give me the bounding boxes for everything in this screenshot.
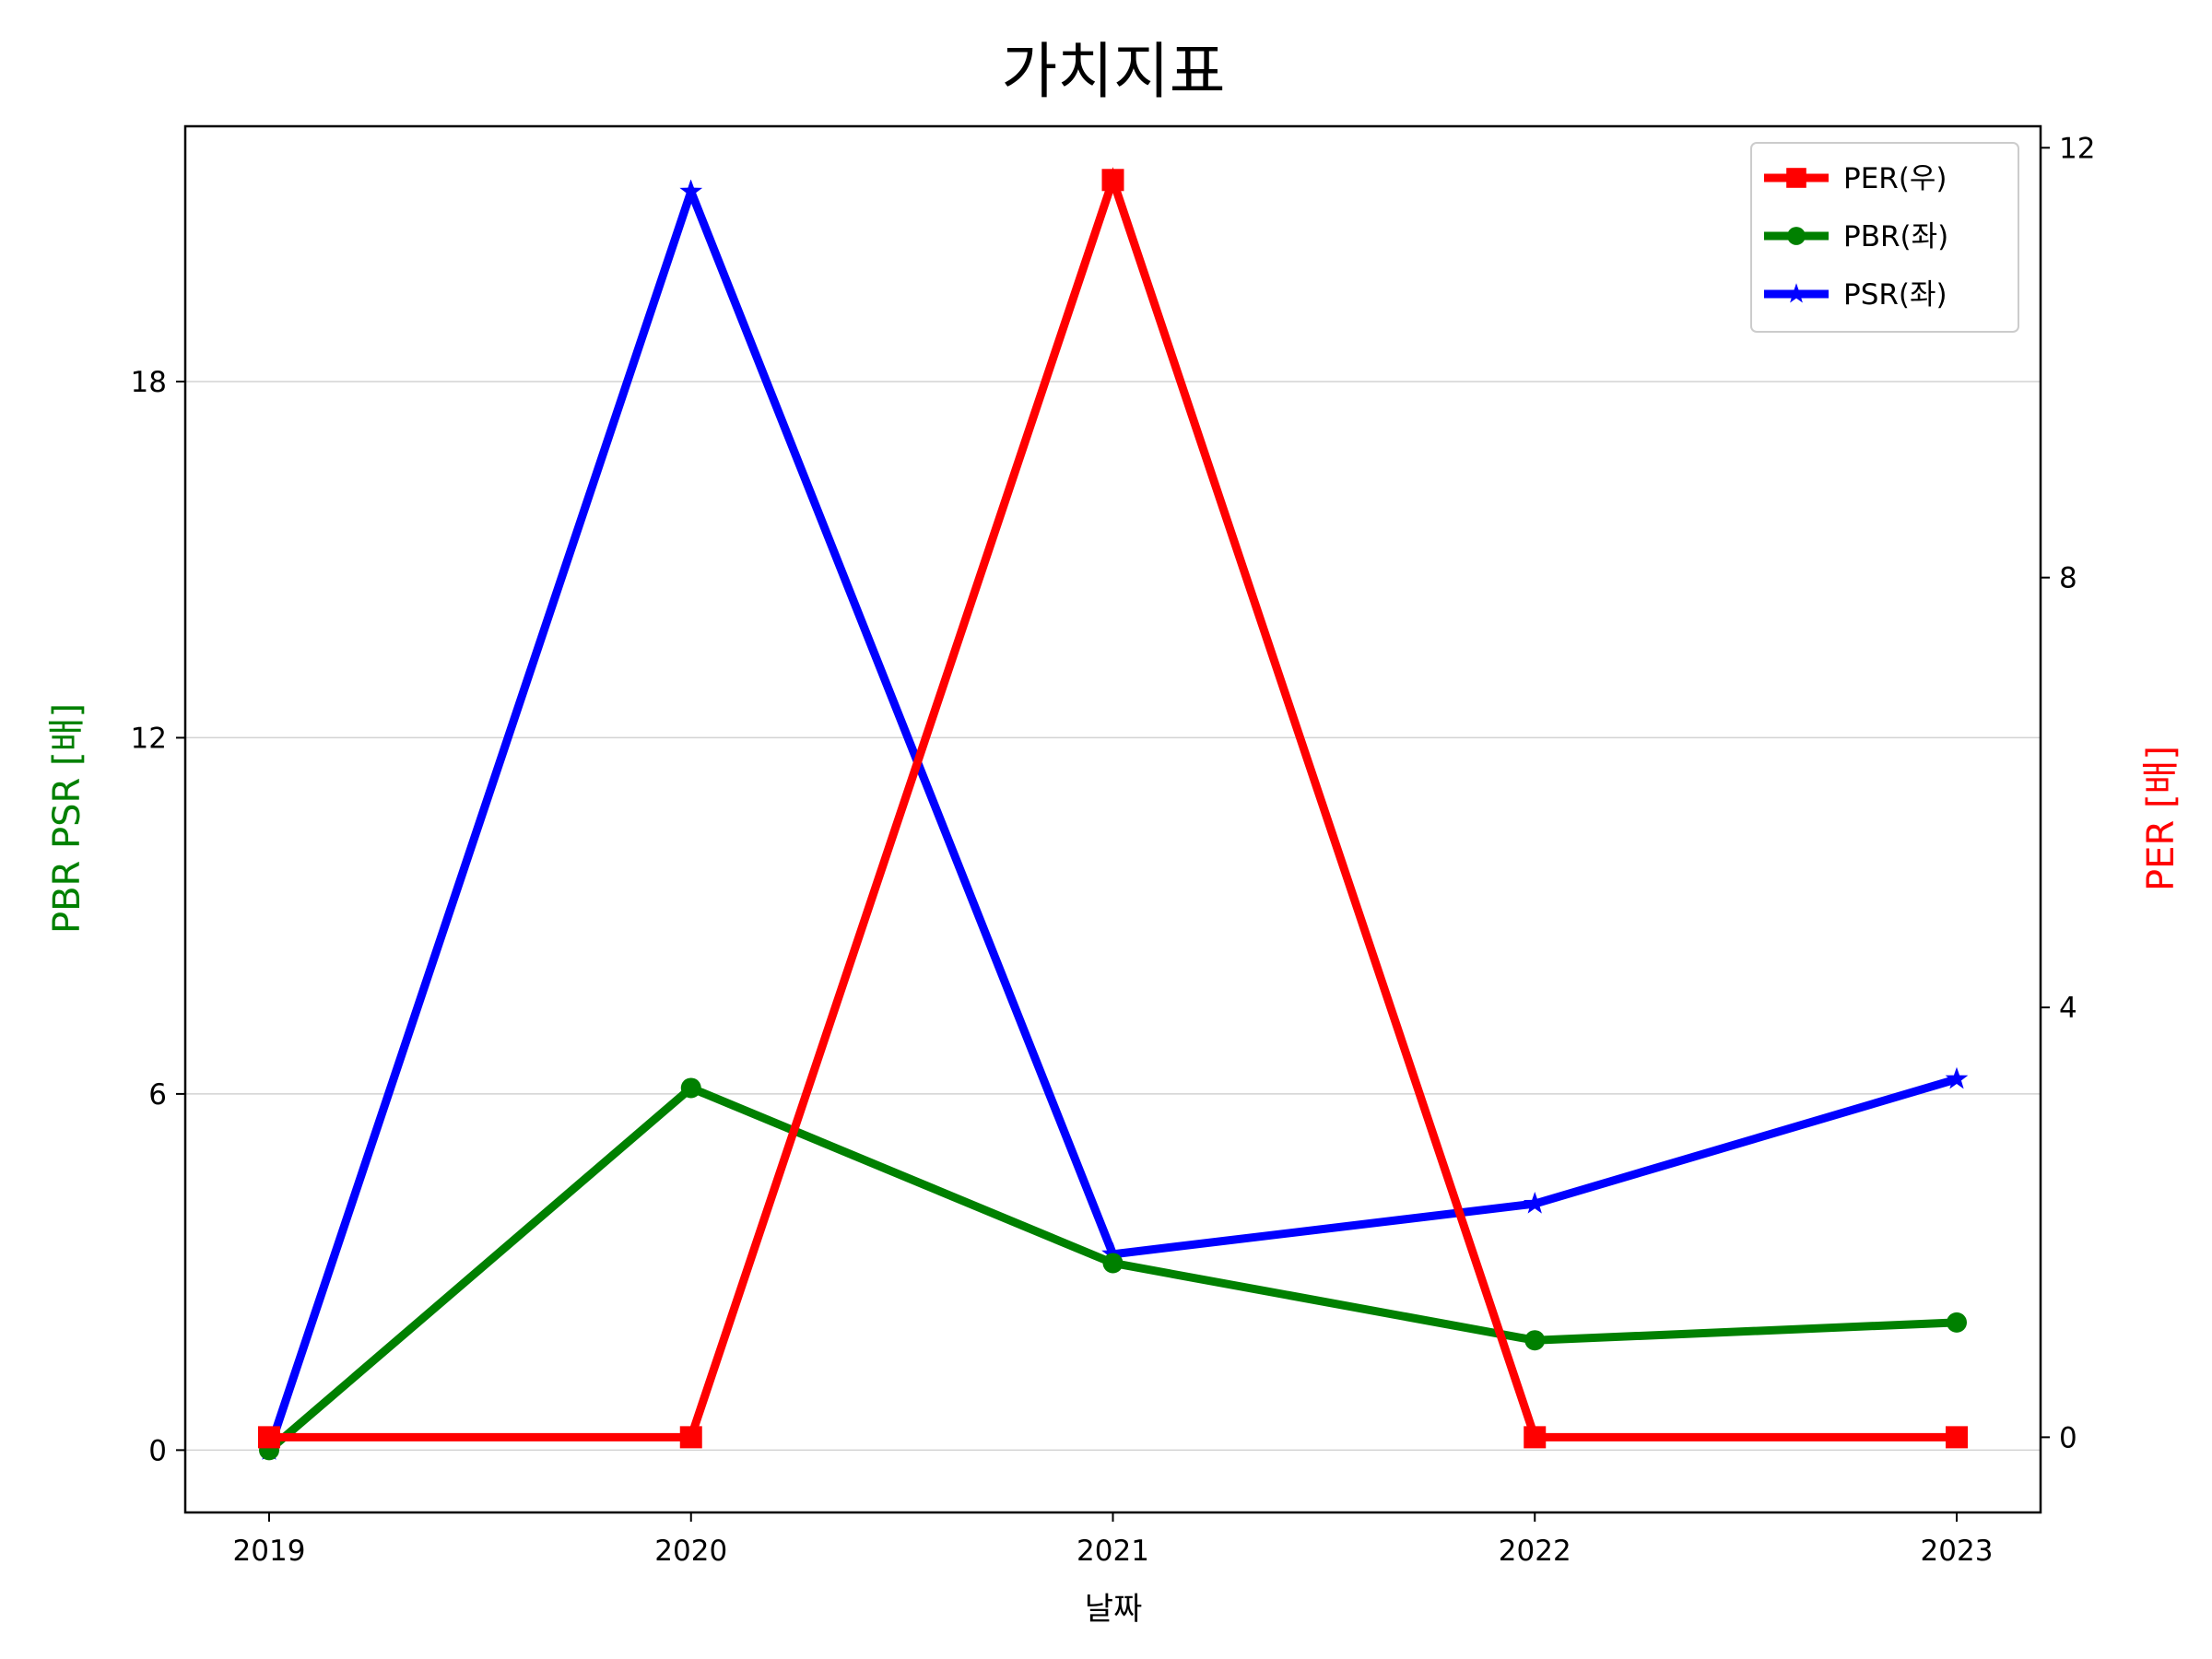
grid-lines [185,381,2041,1452]
right-tick-label: 4 [2059,992,2077,1025]
legend-box [1750,142,2019,333]
data-point-square [1524,1426,1547,1449]
data-point-circle [1102,1253,1124,1274]
left-tick-label: 6 [148,1078,167,1112]
data-point-square [258,1426,280,1449]
right-tick-label: 0 [2059,1421,2077,1454]
legend: PER(우) PBR(좌) PSR(좌) [1750,142,2019,333]
data-point-star [1785,283,1807,303]
data-point-star [1523,1192,1547,1214]
data-point-square [1101,169,1124,192]
legend-item: PBR(좌) [1764,220,1948,253]
series-layer [257,167,1969,1461]
x-tick-label: 2022 [1499,1535,1571,1568]
axes-layer: 0 6 12 18 0 4 8 12 2019 2020 2021 2022 2023 [131,132,2096,1568]
data-point-circle [1787,227,1806,245]
legend-label: PER(우) [1843,162,1947,195]
y-axis-label-left: PBR PSR [배] [46,703,88,934]
data-point-square [1786,168,1806,188]
series-PER(우) [258,167,1968,1449]
data-point-square [1946,1426,1968,1449]
data-point-circle [1947,1312,1967,1333]
left-tick-label: 12 [131,722,167,755]
chart-title: 가치지표 [1002,36,1226,107]
legend-label: PSR(좌) [1843,278,1947,312]
right-tick-label: 12 [2059,132,2095,165]
data-point-circle [680,1077,701,1099]
data-point-square [679,1426,702,1449]
data-point-circle [1524,1330,1546,1351]
legend-label: PBR(좌) [1843,220,1948,253]
legend-item: PSR(좌) [1764,278,1947,312]
x-tick-label: 2020 [654,1535,727,1568]
y-axis-label-right: PER [배] [2140,746,2183,891]
x-tick-label: 2021 [1077,1535,1149,1568]
legend-item: PER(우) [1764,162,1947,195]
series-PBR(좌) [259,1077,1967,1461]
right-tick-label: 8 [2059,562,2077,595]
x-axis-label: 날짜 [1085,1591,1143,1628]
plot-area-frame [183,124,2042,1514]
left-tick-label: 18 [131,366,167,399]
x-tick-label: 2023 [1921,1535,1994,1568]
left-tick-label: 0 [148,1434,167,1467]
x-tick-label: 2019 [233,1535,306,1568]
data-point-star [679,179,703,202]
data-point-star [1945,1066,1969,1089]
